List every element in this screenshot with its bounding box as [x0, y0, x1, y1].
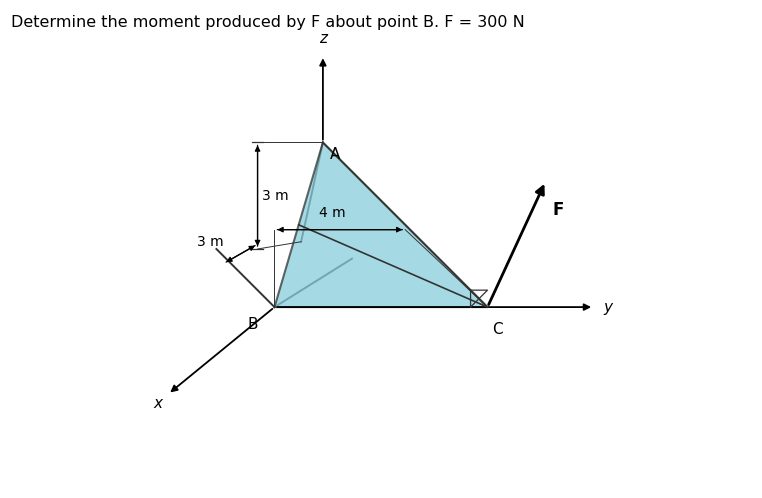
- Text: 3 m: 3 m: [262, 189, 289, 203]
- Text: F: F: [553, 201, 564, 219]
- Text: y: y: [604, 300, 613, 315]
- Text: C: C: [492, 322, 503, 337]
- Text: Determine the moment produced by F about point B. F = 300 N: Determine the moment produced by F about…: [11, 15, 525, 30]
- Text: 3 m: 3 m: [197, 235, 224, 249]
- Text: B: B: [247, 317, 258, 332]
- Polygon shape: [274, 142, 488, 307]
- Text: 4 m: 4 m: [319, 206, 346, 220]
- Text: x: x: [154, 396, 163, 411]
- Text: z: z: [319, 31, 327, 46]
- Text: A: A: [330, 147, 341, 162]
